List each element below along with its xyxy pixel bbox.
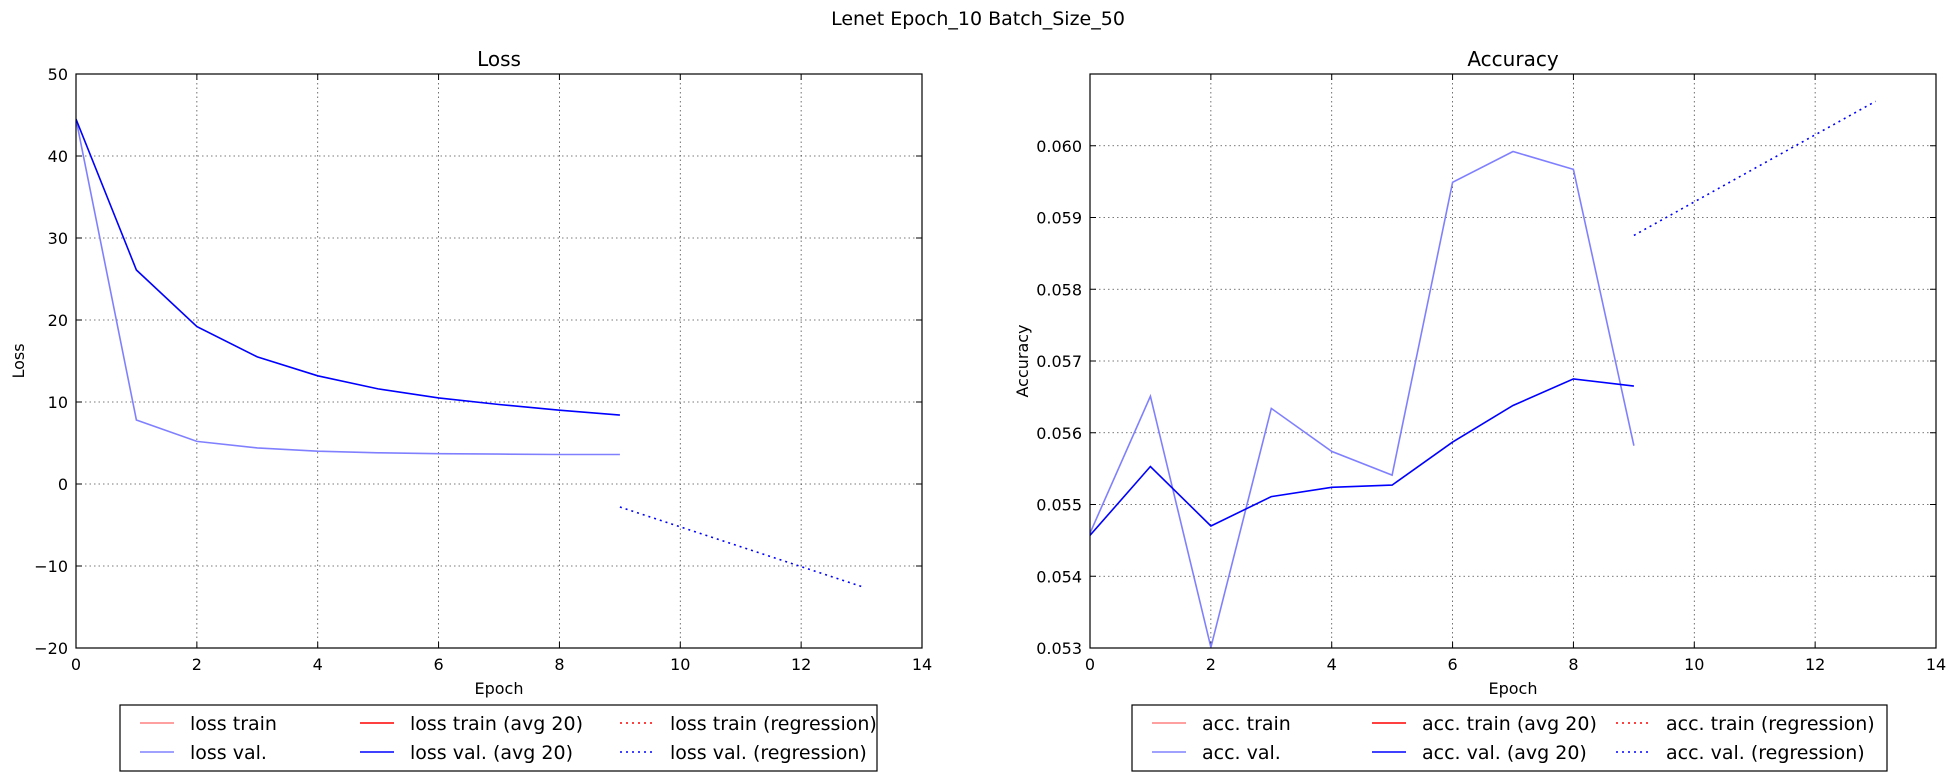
legend-label: loss train (regression) bbox=[670, 713, 877, 735]
y-tick-label: 50 bbox=[48, 65, 68, 84]
x-tick-label: 4 bbox=[1327, 655, 1337, 674]
legend-label: loss train bbox=[190, 713, 277, 735]
axes-frame bbox=[1089, 73, 1937, 649]
series-line-acc-val-avg-20- bbox=[1090, 378, 1634, 536]
chart-panel-accuracy: 0 2 4 6 8 10 12 14 0.053 0.054 0.055 0.056 0.057 0.05… bbox=[1013, 47, 1946, 772]
y-tick-label: 0.056 bbox=[1036, 424, 1082, 443]
series-line-loss-val-regression- bbox=[619, 506, 862, 588]
y-tick-label: 0.060 bbox=[1036, 137, 1082, 156]
legend-label: loss val. bbox=[190, 742, 267, 764]
y-tick-label: 0.055 bbox=[1036, 496, 1082, 515]
legend-box bbox=[119, 704, 878, 772]
x-tick-label: 14 bbox=[912, 655, 932, 674]
y-tick-label: 10 bbox=[48, 393, 68, 412]
axes-title: Loss bbox=[477, 47, 521, 71]
legend-label: acc. val. (regression) bbox=[1666, 742, 1865, 764]
series-group bbox=[1090, 100, 1876, 648]
series-line-loss-val- bbox=[76, 118, 620, 456]
y-tick-label: 0.053 bbox=[1036, 639, 1082, 658]
legend-label: acc. val. (avg 20) bbox=[1422, 742, 1587, 764]
x-tick-label: 2 bbox=[1206, 655, 1216, 674]
x-tick-label: 10 bbox=[670, 655, 690, 674]
x-tick-label: 8 bbox=[1568, 655, 1578, 674]
legend-box bbox=[1131, 704, 1888, 772]
legend: loss train loss val. loss train (avg 20) lo… bbox=[119, 704, 878, 772]
y-tick-label: 0.058 bbox=[1036, 280, 1082, 299]
axes-frame bbox=[75, 73, 923, 649]
x-tick-label: 0 bbox=[71, 655, 81, 674]
series-line-acc-val- bbox=[1090, 150, 1635, 648]
legend-label: loss train (avg 20) bbox=[410, 713, 583, 735]
x-tick-label: 12 bbox=[791, 655, 811, 674]
x-tick-label: 10 bbox=[1684, 655, 1704, 674]
y-axis-label: Accuracy bbox=[1013, 324, 1032, 397]
y-tick-label: 0.057 bbox=[1036, 352, 1082, 371]
y-tick-label: 20 bbox=[48, 311, 68, 330]
x-tick-label: 0 bbox=[1085, 655, 1095, 674]
y-tick-label: 0 bbox=[58, 475, 68, 494]
x-tick-label: 8 bbox=[554, 655, 564, 674]
axes-title: Accuracy bbox=[1467, 47, 1558, 71]
x-axis-label: Epoch bbox=[475, 679, 524, 698]
legend-label: loss val. (avg 20) bbox=[410, 742, 573, 764]
x-tick-label: 12 bbox=[1805, 655, 1825, 674]
legend-label: acc. train (avg 20) bbox=[1422, 713, 1597, 735]
chart-panel-loss: 0 2 4 6 8 10 12 14 −20 −10 0 10 20 30 40 50 Loss Epoch Los… bbox=[9, 47, 932, 772]
x-axis-label: Epoch bbox=[1489, 679, 1538, 698]
figure-title: Lenet Epoch_10 Batch_Size_50 bbox=[831, 8, 1125, 30]
y-tick-label: 0.054 bbox=[1036, 567, 1082, 586]
x-tick-label: 6 bbox=[433, 655, 443, 674]
y-tick-label: 30 bbox=[48, 229, 68, 248]
legend: acc. train acc. val. acc. train (avg 20) ac… bbox=[1131, 704, 1888, 772]
legend-label: acc. train bbox=[1202, 713, 1291, 735]
y-axis-label: Loss bbox=[9, 343, 28, 378]
legend-label: loss val. (regression) bbox=[670, 742, 867, 764]
y-tick-label: 0.059 bbox=[1036, 209, 1082, 228]
plot-area bbox=[76, 74, 922, 648]
x-tick-label: 4 bbox=[313, 655, 323, 674]
y-tick-label: −20 bbox=[34, 639, 68, 658]
x-tick-label: 6 bbox=[1447, 655, 1457, 674]
y-tick-label: 40 bbox=[48, 147, 68, 166]
x-tick-label: 2 bbox=[192, 655, 202, 674]
series-group bbox=[76, 118, 862, 588]
series-line-loss-val-avg-20- bbox=[76, 118, 620, 416]
series-line-acc-val-regression- bbox=[1633, 100, 1876, 237]
y-tick-label: −10 bbox=[34, 557, 68, 576]
legend-label: acc. train (regression) bbox=[1666, 713, 1875, 735]
legend-label: acc. val. bbox=[1202, 742, 1281, 764]
x-tick-label: 14 bbox=[1926, 655, 1946, 674]
